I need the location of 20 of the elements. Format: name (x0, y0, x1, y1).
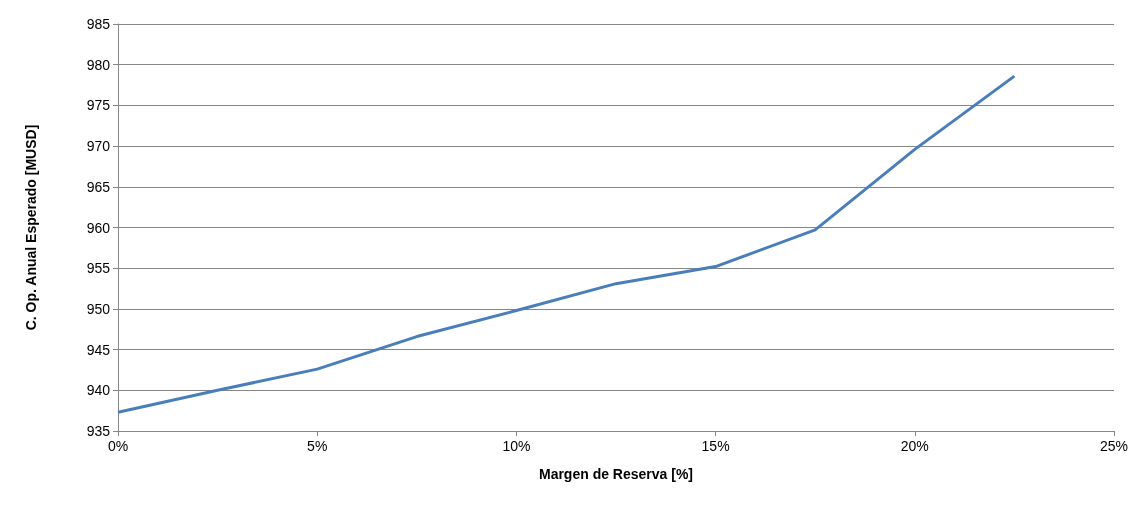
y-tick-label: 980 (86, 56, 111, 73)
y-tick-label: 970 (86, 138, 111, 155)
x-tick-label: 15% (701, 438, 730, 454)
y-tick-label: 955 (86, 260, 111, 277)
x-tick-label: 25% (1099, 438, 1129, 454)
x-tick-label: 5% (307, 438, 328, 454)
y-tick-label: 960 (86, 219, 111, 236)
y-tick-label: 985 (86, 16, 111, 32)
y-tick-label: 950 (86, 300, 111, 317)
line-series (116, 74, 1016, 414)
y-tick-label: 945 (86, 341, 111, 358)
y-tick-label: 975 (86, 97, 111, 114)
y-tick-label: 940 (86, 382, 111, 399)
y-axis-title: C. Op. Anual Esperado [MUSD] (23, 124, 39, 331)
y-tick-label: 965 (86, 178, 111, 195)
x-axis-title: Margen de Reserva [%] (538, 466, 694, 482)
x-tick-label: 10% (502, 438, 531, 454)
y-tick-label: 935 (86, 423, 111, 439)
x-tick-label: 20% (900, 438, 929, 454)
x-tick-label: 0% (107, 438, 129, 454)
